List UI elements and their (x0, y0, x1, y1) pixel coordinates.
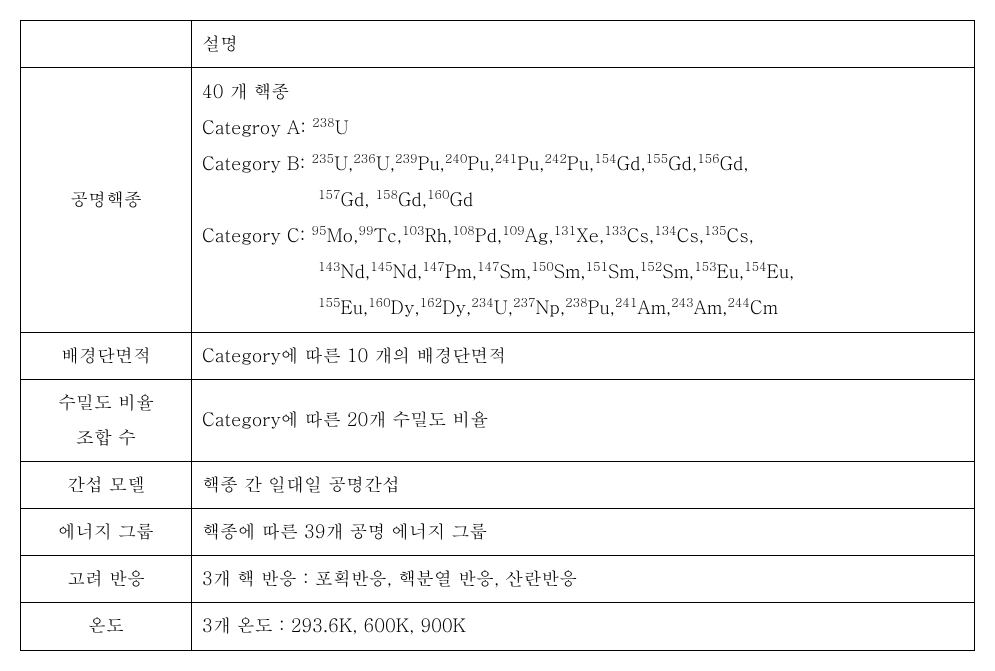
row-density-ratio: 수밀도 비율 조합 수 Category에 따른 20개 수밀도 비율 (21, 380, 975, 461)
row-reactions: 고려 반응 3개 핵 반응 : 포획반응, 핵분열 반응, 산란반응 (21, 556, 975, 603)
header-row: 설명 (21, 21, 975, 68)
row5-desc: 핵종에 따른 39개 공명 에너지 그룹 (192, 508, 975, 555)
row4-desc: 핵종 간 일대일 공명간섭 (192, 461, 975, 508)
row-interference-model: 간섭 모델 핵종 간 일대일 공명간섭 (21, 461, 975, 508)
spec-table: 설명 공명핵종 40 개 핵종 Categroy A: 238U Categor… (20, 20, 975, 651)
row5-label: 에너지 그룹 (21, 508, 192, 555)
row1-desc: 40 개 핵종 Categroy A: 238U Category B: 235… (192, 68, 975, 333)
catC-prefix: Category C: (202, 223, 312, 248)
row7-desc: 3개 온도 : 293.6K, 600K, 900K (192, 603, 975, 650)
catC-list1: 95Mo,99Tc,103Rh,108Pd,109Ag,131Xe,133Cs,… (312, 223, 754, 248)
catC-list3: 155Eu,160Dy,162Dy,234U,237Np,238Pu,241Am… (202, 290, 964, 326)
row-temperature: 온도 3개 온도 : 293.6K, 600K, 900K (21, 603, 975, 650)
header-col1 (21, 21, 192, 68)
row7-label: 온도 (21, 603, 192, 650)
header-col2: 설명 (192, 21, 975, 68)
catC-list2: 143Nd,145Nd,147Pm,147Sm,150Sm,151Sm,152S… (202, 254, 964, 290)
row-background-xs: 배경단면적 Category에 따른 10 개의 배경단면적 (21, 333, 975, 380)
row1-label: 공명핵종 (21, 68, 192, 333)
catA-list: 238U (312, 115, 348, 140)
row6-label: 고려 반응 (21, 556, 192, 603)
catA-prefix: Categroy A: (202, 115, 312, 140)
catB-list1: 235U,236U,239Pu,240Pu,241Pu,242Pu,154Gd,… (312, 151, 749, 176)
catB-prefix: Category B: (202, 151, 312, 176)
row-resonance-nuclides: 공명핵종 40 개 핵종 Categroy A: 238U Category B… (21, 68, 975, 333)
row4-label: 간섭 모델 (21, 461, 192, 508)
row1-line1: 40 개 핵종 (202, 79, 289, 104)
catB-list2: 157Gd, 158Gd,160Gd (202, 182, 964, 218)
row3-label: 수밀도 비율 조합 수 (21, 380, 192, 461)
row6-desc: 3개 핵 반응 : 포획반응, 핵분열 반응, 산란반응 (192, 556, 975, 603)
row-energy-group: 에너지 그룹 핵종에 따른 39개 공명 에너지 그룹 (21, 508, 975, 555)
row2-label: 배경단면적 (21, 333, 192, 380)
row2-desc: Category에 따른 10 개의 배경단면적 (192, 333, 975, 380)
row3-desc: Category에 따른 20개 수밀도 비율 (192, 380, 975, 461)
